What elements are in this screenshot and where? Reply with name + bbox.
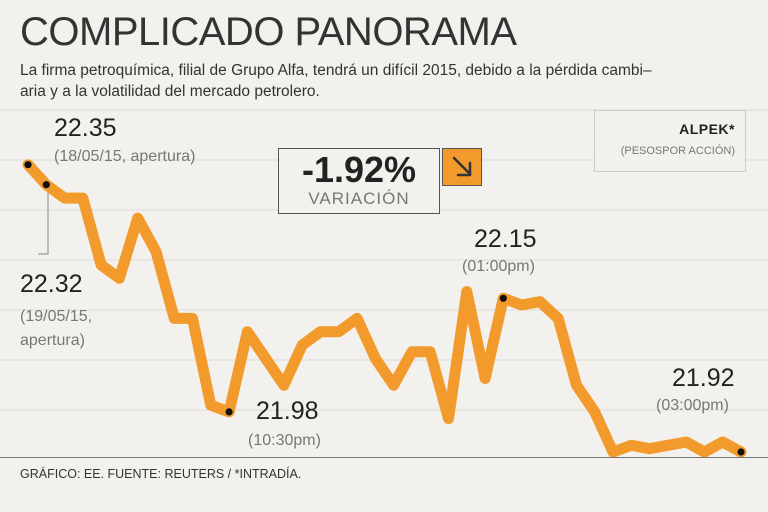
series-line-alpek [22, 159, 747, 458]
data-point-21-92 [737, 448, 745, 456]
data-point-22-35 [24, 161, 32, 169]
highlight-points [24, 161, 745, 456]
data-label-22-15: 22.15 [474, 225, 537, 253]
data-sublabel-22-35: (18/05/15, apertura) [54, 148, 196, 165]
data-point-22-15 [499, 294, 507, 302]
data-sublabel-22-32-line2: apertura) [20, 332, 85, 349]
data-sublabel-22-32-line1: (19/05/15, [20, 308, 93, 325]
leader-line [38, 182, 49, 255]
data-point-22-32 [42, 181, 50, 189]
arrow-down-right-icon [442, 148, 482, 186]
source-note: GRÁFICO: EE. FUENTE: REUTERS / *INTRADÍA… [20, 467, 302, 481]
subtitle-line-2: aria y a la volatilidad del mercado petr… [20, 83, 320, 100]
data-label-21-98: 21.98 [256, 397, 319, 425]
subtitle-line-1: La firma petroquímica, filial de Grupo A… [20, 62, 652, 79]
units-label: (PESOSPOR ACCIÓN) [620, 145, 735, 157]
page-title: COMPLICADO PANORAMA [20, 10, 517, 54]
data-sublabel-22-15: (01:00pm) [462, 258, 535, 275]
variation-label: VARIACIÓN [308, 189, 410, 208]
footer-divider [0, 457, 768, 458]
variation-box: -1.92% VARIACIÓN [278, 148, 440, 214]
ticker-label: ALPEK* [679, 121, 735, 137]
data-sublabel-21-98: (10:30pm) [248, 432, 321, 449]
ticker-info-box: ALPEK* (PESOSPOR ACCIÓN) [594, 110, 746, 172]
data-label-22-32: 22.32 [20, 270, 83, 298]
data-label-21-92: 21.92 [672, 364, 735, 392]
subtitle: La firma petroquímica, filial de Grupo A… [20, 60, 750, 102]
data-sublabel-21-92: (03:00pm) [656, 397, 729, 414]
data-point-21-98 [225, 408, 233, 416]
variation-value: -1.92% [301, 149, 417, 190]
data-label-22-35: 22.35 [54, 114, 117, 142]
